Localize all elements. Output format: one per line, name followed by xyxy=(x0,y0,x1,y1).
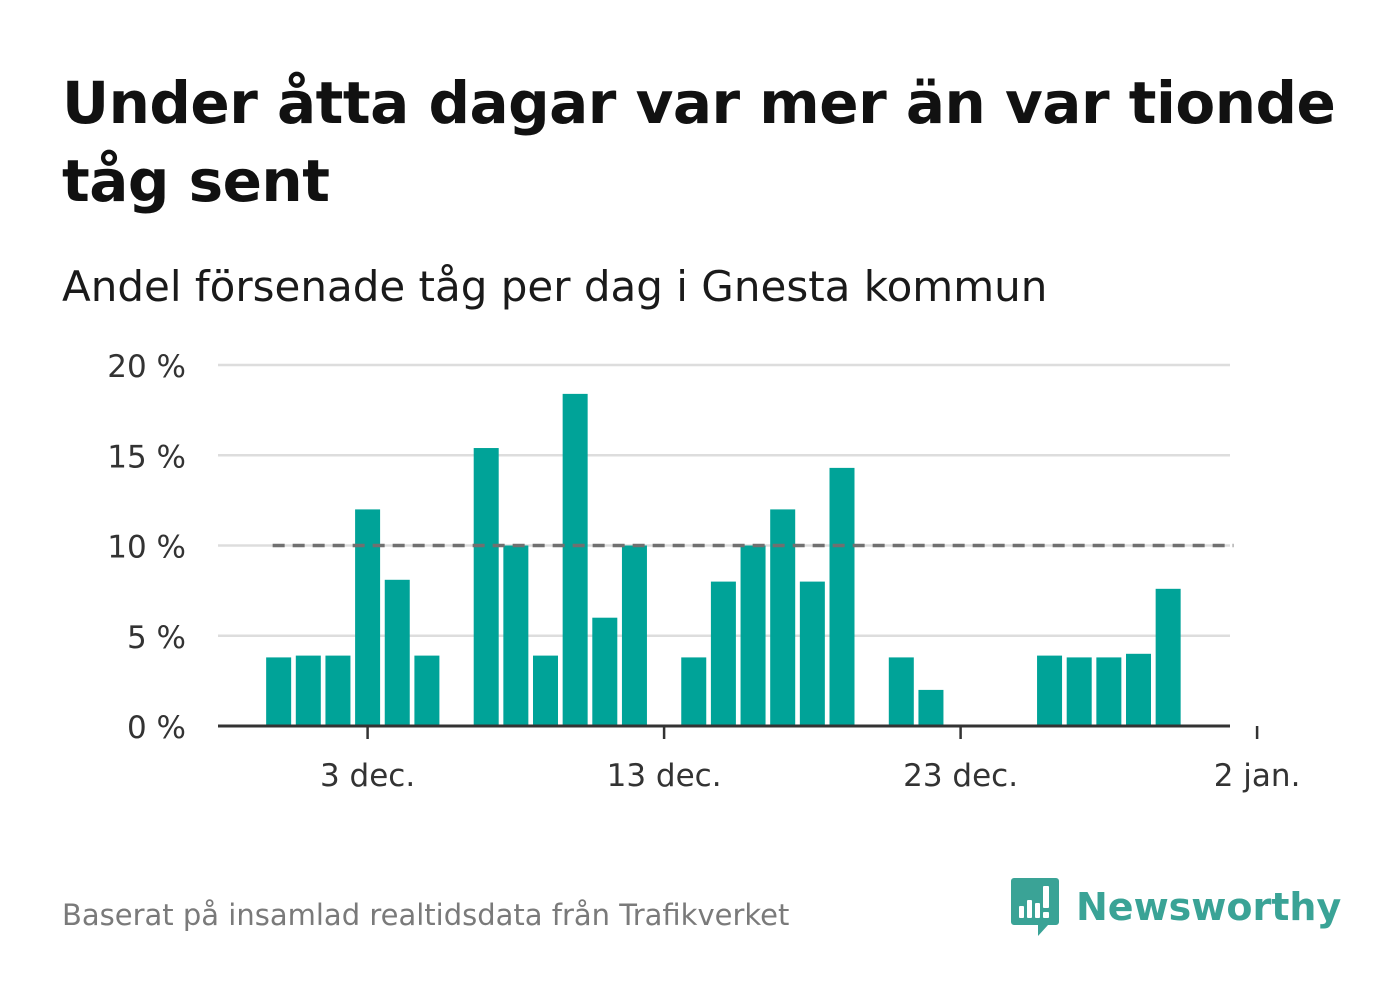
y-tick-label: 15 % xyxy=(107,439,186,475)
bar xyxy=(770,509,796,726)
x-tick-label: 13 dec. xyxy=(607,758,722,794)
bar xyxy=(414,655,440,726)
bar xyxy=(888,657,914,726)
bar xyxy=(384,579,410,726)
bar xyxy=(1155,588,1181,726)
chart-subtitle: Andel försenade tåg per dag i Gnesta kom… xyxy=(62,262,1048,311)
bar xyxy=(355,509,381,726)
bar xyxy=(503,545,529,726)
axes xyxy=(218,724,1259,739)
bar xyxy=(266,657,292,726)
chart-title: Under åtta dagar var mer än var tionde t… xyxy=(62,69,1336,215)
x-tick-label: 23 dec. xyxy=(903,758,1018,794)
bar xyxy=(1066,657,1092,726)
y-tick-label: 20 % xyxy=(107,349,186,385)
source-note: Baserat på insamlad realtidsdata från Tr… xyxy=(62,898,790,932)
tick-labels: 0 % 5 % 10 % 15 % 20 % 3 dec. 13 dec. 23 dec. 2 … xyxy=(107,349,1300,794)
x-tick-label: 2 jan. xyxy=(1214,758,1301,794)
bar xyxy=(1037,655,1063,726)
bar xyxy=(829,467,855,726)
bars xyxy=(266,393,1181,726)
bar xyxy=(740,545,766,726)
brand-logo[interactable]: Newsworthy xyxy=(1010,876,1341,938)
y-tick-label: 0 % xyxy=(127,710,186,746)
y-tick-label: 10 % xyxy=(107,530,186,566)
bar xyxy=(621,545,647,726)
bar-chart: 0 % 5 % 10 % 15 % 20 % 3 dec. 13 dec. 23 dec. 2 … xyxy=(107,349,1300,794)
bar xyxy=(562,393,588,726)
bar xyxy=(473,448,499,726)
bar xyxy=(1096,657,1122,726)
brand-name: Newsworthy xyxy=(1076,885,1342,929)
bar xyxy=(1126,653,1151,726)
y-tick-label: 5 % xyxy=(127,620,186,656)
x-tick-label: 3 dec. xyxy=(320,758,415,794)
bar xyxy=(592,617,618,726)
bar xyxy=(799,581,825,726)
bar xyxy=(681,657,707,726)
bar xyxy=(325,655,351,726)
bar xyxy=(295,655,321,726)
bar xyxy=(918,689,944,726)
newsworthy-logo-icon xyxy=(1011,878,1059,936)
bar xyxy=(710,581,736,726)
bar xyxy=(533,655,558,726)
